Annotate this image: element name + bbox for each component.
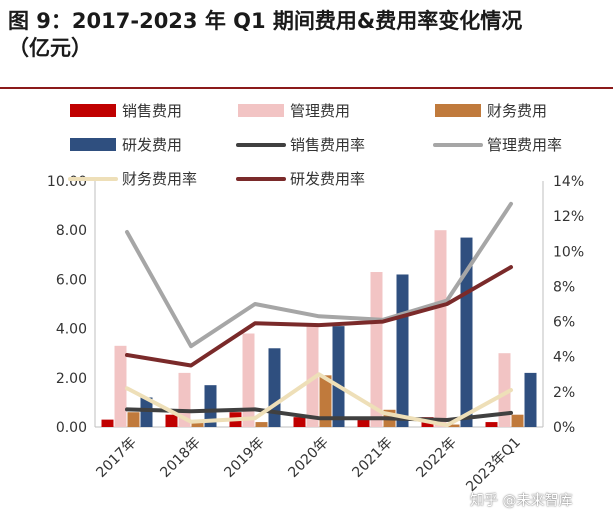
bar-rnd <box>396 274 409 427</box>
legend-label: 研发费用 <box>122 136 182 154</box>
y-tick-label-right: 0% <box>553 420 575 436</box>
y-tick-label-left: 2.00 <box>56 371 87 387</box>
bar-rnd <box>524 372 537 427</box>
line-finance_rate <box>125 372 513 428</box>
bar-finance <box>191 422 204 427</box>
legend-label: 销售费用 <box>122 102 182 120</box>
x-tick-label: 2019年 <box>221 435 267 481</box>
legend-swatch-finance <box>435 104 481 117</box>
y-tick-label-right: 10% <box>553 244 584 260</box>
x-tick-label: 2022年 <box>413 435 459 481</box>
y-tick-label-left: 0.00 <box>56 420 87 436</box>
bar-finance <box>255 422 268 427</box>
bar-sales <box>101 419 114 427</box>
legend-swatch-sales <box>70 104 116 117</box>
x-tick-label: 2023年Q1 <box>463 435 524 496</box>
legend-label: 研发费用率 <box>290 170 365 188</box>
line-rnd_rate <box>125 265 513 368</box>
legend-label: 管理费用 <box>290 102 350 120</box>
title-divider <box>0 87 613 89</box>
bar-rnd <box>140 397 153 427</box>
bar-sales <box>293 417 306 427</box>
line-mgmt_rate <box>125 201 513 349</box>
line-sales_rate <box>125 407 513 422</box>
bar-rnd <box>204 385 217 427</box>
legend-swatch-rnd <box>70 138 116 151</box>
y-tick-label-right: 2% <box>553 385 575 401</box>
legend-label: 销售费用率 <box>290 136 365 154</box>
y-tick-label-right: 8% <box>553 279 575 295</box>
bar-mgmt <box>178 372 191 427</box>
bar-mgmt <box>498 353 511 427</box>
bar-mgmt <box>114 345 127 427</box>
bar-sales <box>165 414 178 427</box>
bar-rnd <box>268 348 281 427</box>
bar-sales <box>357 417 370 427</box>
x-tick-label: 2020年 <box>285 435 331 481</box>
legend-label: 财务费用率 <box>122 170 197 188</box>
y-tick-label-right: 6% <box>553 315 575 331</box>
x-tick-label: 2018年 <box>157 435 203 481</box>
x-tick-label: 2021年 <box>349 435 395 481</box>
bar-finance <box>127 412 140 427</box>
bar-finance <box>511 414 524 427</box>
y-tick-label-left: 8.00 <box>56 223 87 239</box>
y-tick-label-right: 14% <box>553 174 584 190</box>
legend-label: 管理费用率 <box>487 136 562 154</box>
x-tick-label: 2017年 <box>93 435 139 481</box>
watermark: 知乎 @未来智库 <box>470 493 573 509</box>
bar-mgmt <box>370 272 383 427</box>
bar-mgmt <box>434 230 447 427</box>
bar-mgmt <box>306 323 319 427</box>
bar-finance <box>319 375 332 427</box>
bar-sales <box>485 422 498 427</box>
bar-rnd <box>332 326 345 427</box>
chart-title: 图 9：2017-2023 年 Q1 期间费用&费用率变化情况 （亿元） <box>8 8 608 62</box>
bar-rnd <box>460 237 473 427</box>
legend-label: 财务费用 <box>487 102 547 120</box>
legend-swatch-mgmt <box>238 104 284 117</box>
y-tick-label-left: 10.00 <box>47 174 87 190</box>
title-line-1: 图 9：2017-2023 年 Q1 期间费用&费用率变化情况 <box>8 9 523 33</box>
bar-finance <box>447 424 460 427</box>
y-tick-label-right: 12% <box>553 209 584 225</box>
bar-mgmt <box>242 333 255 427</box>
y-tick-label-right: 4% <box>553 350 575 366</box>
title-line-2: （亿元） <box>8 36 92 60</box>
y-tick-label-left: 6.00 <box>56 272 87 288</box>
y-tick-label-left: 4.00 <box>56 322 87 338</box>
